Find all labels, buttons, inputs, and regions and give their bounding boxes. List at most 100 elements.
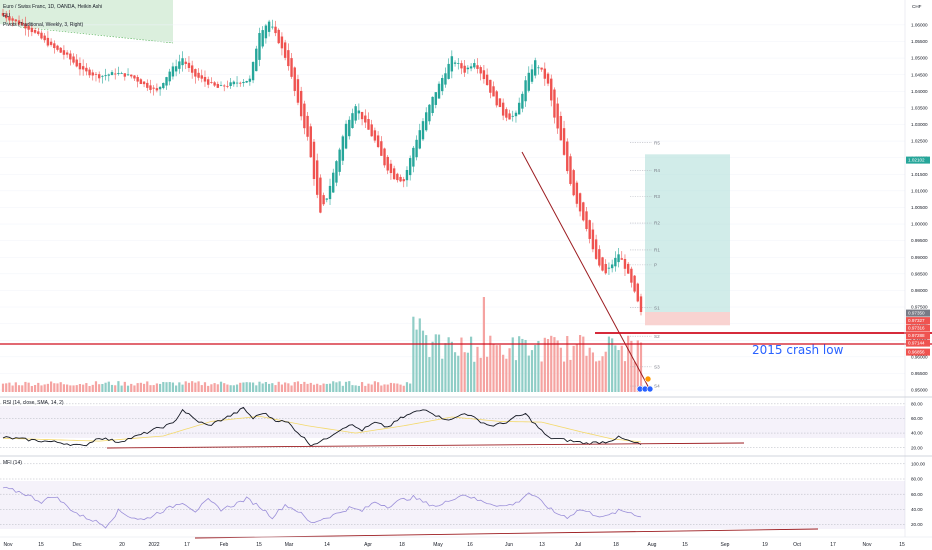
- volume-bar: [495, 345, 498, 392]
- candle-body: [383, 148, 386, 166]
- downtrend-line[interactable]: [521, 151, 651, 391]
- volume-bar: [444, 343, 447, 392]
- candle-body: [123, 73, 127, 77]
- volume-bar: [43, 384, 46, 392]
- price-tick-label: 1.03000: [911, 122, 928, 127]
- candlesticks[interactable]: [1, 8, 643, 316]
- price-tick-label: 1.01000: [911, 188, 928, 193]
- volume-bar: [1, 383, 5, 392]
- candle-body: [107, 74, 110, 76]
- volume-bar: [91, 384, 94, 392]
- volume-bar: [396, 383, 399, 392]
- candle-body: [65, 52, 69, 55]
- candle-body: [271, 26, 274, 28]
- candle-body: [299, 90, 303, 117]
- pivot-label-r2: R2: [654, 221, 660, 226]
- candle-body: [344, 123, 348, 149]
- price-tag-label: 0.97316: [908, 326, 925, 331]
- candle-body: [274, 26, 277, 34]
- candle-body: [604, 263, 607, 274]
- candle-body: [312, 141, 316, 180]
- volume-bar: [322, 383, 325, 392]
- candle-body: [239, 82, 242, 84]
- volume-bar: [325, 383, 328, 392]
- volume-bar: [357, 385, 360, 392]
- price-tag: [906, 324, 930, 332]
- volume-bar: [437, 334, 441, 392]
- candle-body: [354, 106, 357, 121]
- volume-bar: [620, 345, 623, 392]
- candle-body: [197, 72, 200, 78]
- price-tick-label: 0.96000: [911, 354, 928, 359]
- volume-bar: [463, 352, 466, 392]
- volume-bar: [556, 340, 559, 392]
- candle-body: [11, 18, 14, 21]
- candle-body: [559, 116, 563, 141]
- volume-bar: [88, 385, 91, 392]
- candle-body: [396, 173, 399, 181]
- candle-body: [46, 37, 50, 46]
- candle-body: [130, 74, 133, 77]
- price-tag: [906, 339, 930, 347]
- mfi-support-line[interactable]: [194, 528, 819, 539]
- candle-body: [49, 41, 53, 45]
- volume-bar: [82, 384, 85, 392]
- candle-body: [258, 33, 261, 60]
- volume-bar: [572, 345, 575, 392]
- candle-body: [511, 115, 514, 117]
- price-tick-label: 1.06000: [911, 22, 928, 27]
- price-tick-label: 1.05500: [911, 39, 928, 44]
- rsi-support-line[interactable]: [106, 442, 745, 449]
- price-tick-label: 1.02500: [911, 139, 928, 144]
- volume-bar: [62, 384, 66, 392]
- price-tag-label: 1.02102: [908, 158, 925, 163]
- candle-body: [527, 72, 530, 91]
- volume-bar: [139, 382, 142, 392]
- price-tick-label: 1.00000: [911, 222, 928, 227]
- candle-body: [620, 258, 623, 260]
- price-tick-label: 0.98000: [911, 288, 928, 293]
- stop-zone: [645, 312, 730, 326]
- candle-body: [296, 79, 300, 103]
- price-tick-label: 0.95000: [911, 388, 928, 393]
- volume-bar: [133, 385, 136, 392]
- time-tick-label: 15: [38, 542, 44, 548]
- price-tick-label: 1.04000: [911, 89, 928, 94]
- volume-bar: [604, 351, 607, 392]
- candle-body: [190, 65, 194, 73]
- time-axis[interactable]: Nov 15 Dec 20 2022 17 Feb 15 Mar 14 Apr 18 May 16 Jun 1…: [4, 542, 905, 548]
- volume-bar: [540, 361, 543, 392]
- pivot-label-s1: S1: [654, 305, 660, 310]
- candle-body: [492, 86, 495, 97]
- candle-body: [248, 78, 252, 82]
- candle-body: [479, 67, 482, 74]
- volume-bar: [575, 344, 578, 392]
- candle-body: [315, 160, 319, 195]
- volume-bar: [319, 385, 322, 392]
- candle-body: [187, 62, 191, 69]
- event-markers[interactable]: [636, 375, 654, 393]
- rsi-tick-label: 20.00: [911, 445, 923, 450]
- pivot-indicator-title: Pivots (Traditional, Weekly, 3, Right): [3, 22, 84, 28]
- candle-body: [226, 85, 229, 87]
- price-tags: 1.02102 0.97350 0.97327 0.97316 0.97288 0.971…: [906, 156, 930, 356]
- candle-body: [277, 29, 280, 44]
- mfi-tick-label: 100.00: [911, 461, 925, 466]
- volume-bar: [550, 335, 553, 392]
- candle-body: [457, 63, 460, 64]
- candle-body: [216, 83, 220, 88]
- candle-body: [598, 249, 601, 266]
- candle-body: [303, 103, 306, 129]
- candle-body: [59, 47, 62, 53]
- time-tick-label: 17: [830, 542, 836, 548]
- volume-bar: [191, 381, 194, 392]
- candle-body: [364, 115, 367, 123]
- rsi-line[interactable]: [2, 406, 642, 447]
- candle-body: [498, 98, 502, 107]
- candle-body: [210, 82, 213, 83]
- mfi-line[interactable]: [2, 486, 642, 529]
- candle-body: [463, 65, 466, 73]
- candle-body: [428, 104, 431, 122]
- candle-body: [572, 170, 575, 196]
